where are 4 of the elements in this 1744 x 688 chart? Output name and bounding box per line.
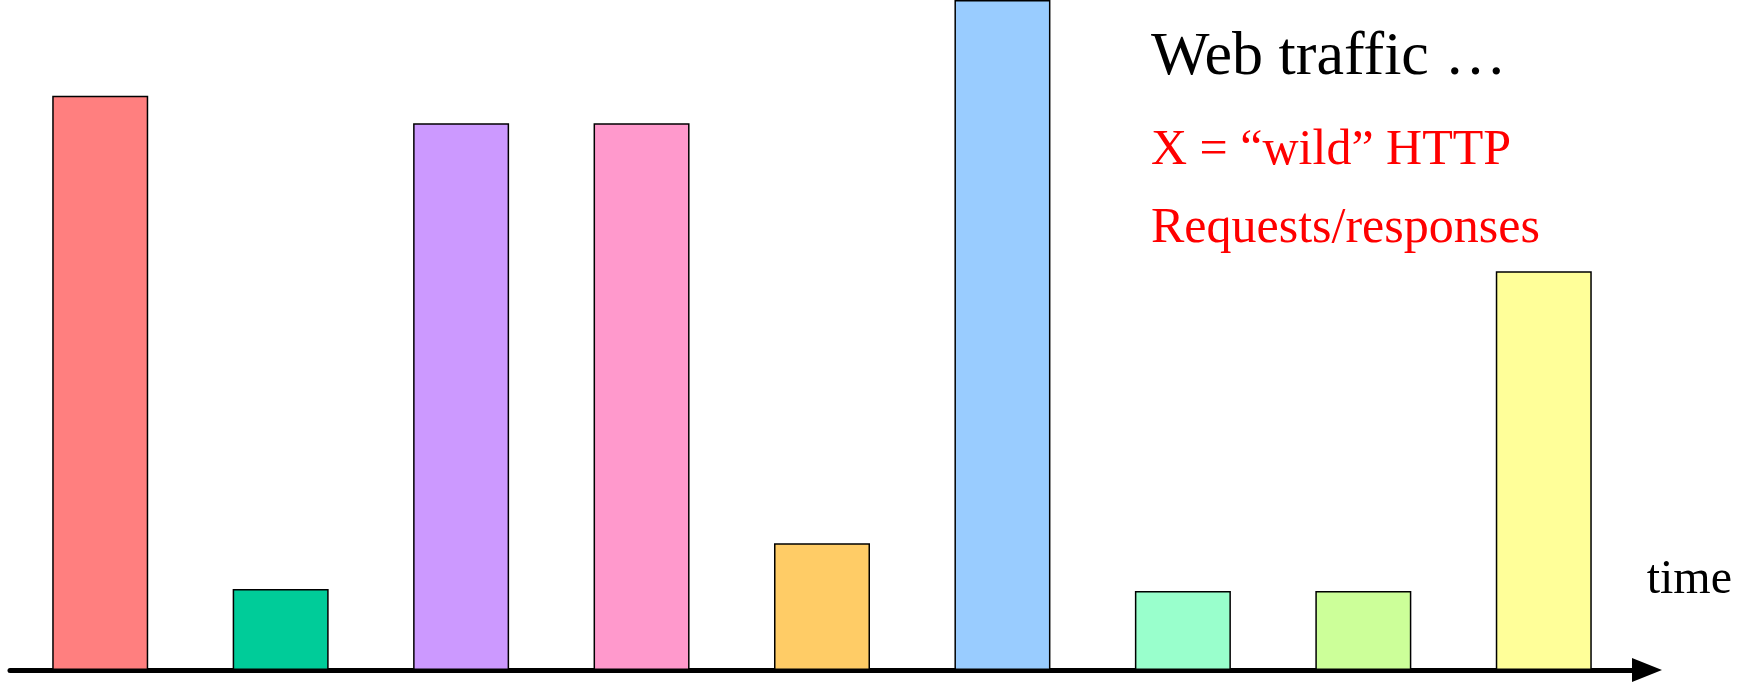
annotation: X = “wild” HTTP bbox=[1151, 119, 1512, 175]
x-axis-title: time bbox=[1646, 549, 1732, 603]
annotation: Requests/responses bbox=[1151, 197, 1540, 253]
chart-title: Web traffic … bbox=[1151, 19, 1507, 87]
